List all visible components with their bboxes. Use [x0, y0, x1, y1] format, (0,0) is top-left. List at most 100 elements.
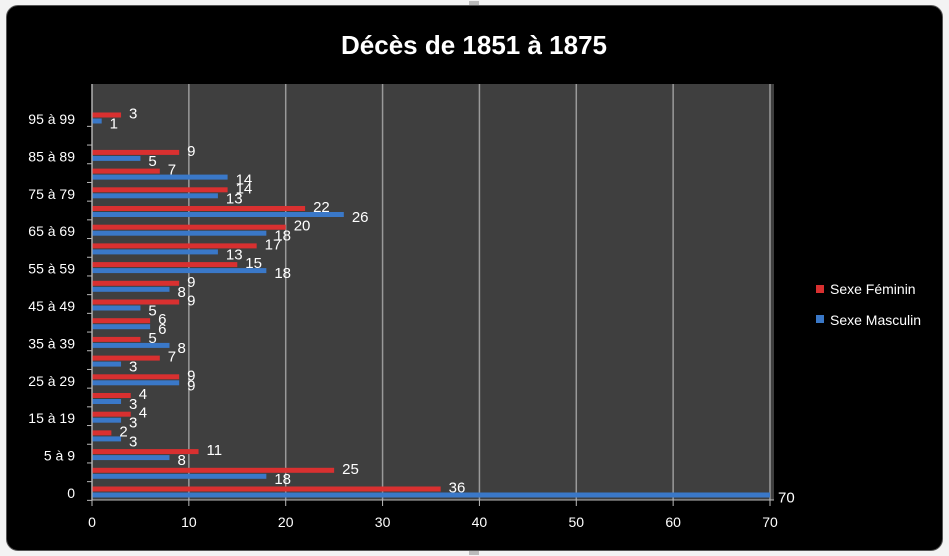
chart-title: Décès de 1851 à 1875: [341, 30, 607, 60]
data-label: 3: [129, 359, 137, 376]
data-label: 6: [158, 311, 166, 328]
x-tick-label: 0: [88, 514, 96, 530]
bar: [92, 305, 141, 311]
bar: [92, 149, 180, 155]
legend-label-feminin: Sexe Féminin: [830, 281, 916, 297]
x-tick-label: 10: [181, 514, 197, 530]
bar: [92, 449, 199, 455]
data-label: 8: [177, 284, 185, 301]
y-tick-label: 55 à 59: [28, 261, 75, 277]
legend-swatch-masculin: [816, 315, 824, 323]
bar: [92, 224, 286, 230]
data-labels: 3625112449756991517202214793701883339386…: [110, 106, 795, 507]
data-label: 4: [139, 405, 147, 422]
bar: [92, 212, 344, 217]
bar: [92, 318, 151, 324]
data-label: 17: [265, 236, 282, 253]
data-label: 9: [187, 367, 195, 384]
data-label: 36: [449, 480, 466, 497]
bar: [92, 374, 180, 380]
bar: [92, 455, 170, 461]
legend-label-masculin: Sexe Masculin: [830, 312, 921, 328]
y-tick-label: 0: [67, 485, 75, 501]
bar: [92, 118, 102, 124]
bar: [92, 399, 122, 404]
bar: [92, 417, 122, 423]
data-label: 2: [119, 423, 127, 440]
data-label: 5: [148, 153, 156, 170]
resize-handle-top[interactable]: [469, 1, 479, 5]
data-label: 18: [274, 265, 291, 282]
bar: [92, 355, 160, 361]
bar: [92, 286, 170, 292]
bar: [92, 249, 218, 255]
legend[interactable]: Sexe Féminin Sexe Masculin: [816, 281, 921, 328]
bar: [92, 262, 238, 268]
y-tick-label: 45 à 49: [28, 298, 75, 314]
x-tick-label: 40: [472, 514, 488, 530]
bar: [92, 174, 228, 180]
bar: [92, 230, 267, 236]
data-label: 3: [129, 396, 137, 413]
data-label: 5: [148, 330, 156, 347]
bar: [92, 299, 180, 305]
data-label: 15: [245, 255, 262, 272]
data-label: 3: [129, 106, 137, 123]
data-label: 11: [207, 442, 223, 459]
data-label: 3: [129, 433, 137, 450]
data-label: 3: [129, 415, 137, 432]
data-label: 1: [110, 116, 118, 133]
bar: [92, 193, 218, 199]
bar: [92, 361, 122, 367]
data-label: 7: [168, 349, 176, 366]
data-label: 6: [158, 321, 166, 338]
bar: [92, 436, 122, 442]
bar: [92, 342, 170, 348]
x-tick-label: 20: [278, 514, 294, 530]
x-tick-label: 30: [375, 514, 391, 530]
data-label: 20: [294, 218, 311, 235]
data-label: 8: [177, 452, 185, 469]
data-label: 18: [274, 228, 291, 245]
bar: [92, 486, 441, 492]
y-tick-label: 5 à 9: [44, 448, 75, 464]
y-tick-label: 85 à 89: [28, 148, 75, 164]
bar: [92, 393, 131, 398]
y-tick-label: 15 à 19: [28, 410, 75, 426]
data-label: 25: [342, 461, 359, 478]
data-label: 9: [187, 293, 195, 310]
y-tick-label: 25 à 29: [28, 373, 75, 389]
data-label: 4: [139, 386, 147, 403]
bar: [92, 467, 335, 473]
plot-area: [92, 84, 774, 500]
bar: [92, 243, 257, 249]
bar: [92, 268, 267, 274]
x-tick-label: 70: [762, 514, 778, 530]
x-tick-label: 50: [568, 514, 584, 530]
x-tick-label: 60: [665, 514, 681, 530]
bar: [92, 168, 160, 174]
resize-handle-bottom[interactable]: [469, 551, 479, 555]
bar: [92, 324, 151, 330]
bar: [92, 492, 770, 498]
data-label: 8: [177, 340, 185, 357]
data-label: 14: [236, 180, 253, 197]
y-tick-label: 35 à 39: [28, 335, 75, 351]
bars: [92, 112, 770, 498]
bar: [92, 336, 141, 342]
bar: [92, 380, 180, 386]
data-label: 7: [168, 162, 176, 179]
bar: [92, 206, 306, 211]
bar: [92, 411, 131, 417]
data-label: 26: [352, 209, 369, 226]
bar: [92, 187, 228, 193]
bar: [92, 280, 180, 286]
data-label: 13: [226, 190, 243, 207]
y-tick-label: 65 à 69: [28, 223, 75, 239]
bar: [92, 473, 267, 479]
data-label: 70: [778, 490, 795, 507]
legend-swatch-feminin: [816, 285, 824, 293]
data-label: 9: [187, 143, 195, 160]
axes: 0 10 20 30 40 50 60 70 0 5 à 9 15 à 19 25 à 29 35 à …: [28, 84, 778, 530]
